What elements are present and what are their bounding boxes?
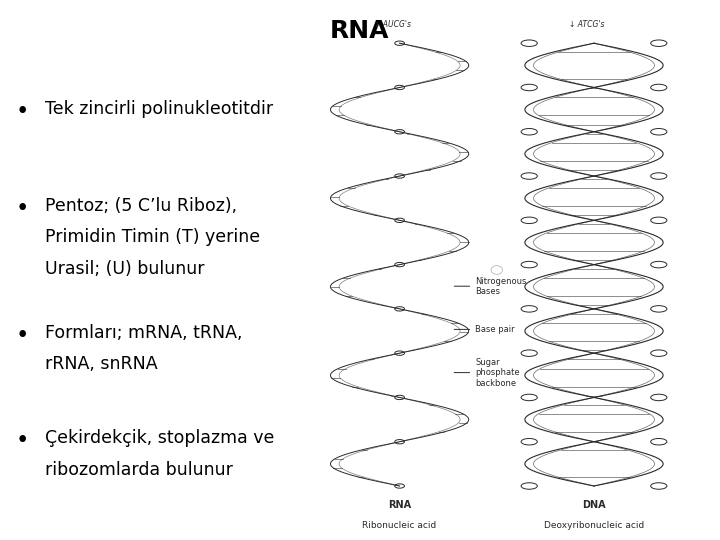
Text: Sugar
phosphate
backbone: Sugar phosphate backbone xyxy=(454,357,520,388)
Text: rRNA, snRNA: rRNA, snRNA xyxy=(45,355,157,373)
Text: DNA: DNA xyxy=(582,500,606,510)
Text: ↓ ATCG's: ↓ ATCG's xyxy=(569,20,605,29)
Text: Base pair: Base pair xyxy=(454,325,515,334)
Text: ↓ AUCG's: ↓ AUCG's xyxy=(374,20,411,29)
Text: RNA: RNA xyxy=(330,19,390,43)
Text: ribozomlarda bulunur: ribozomlarda bulunur xyxy=(45,461,233,478)
Text: •: • xyxy=(16,100,30,123)
Text: •: • xyxy=(16,197,30,220)
Text: Pentoz; (5 C’lu Riboz),: Pentoz; (5 C’lu Riboz), xyxy=(45,197,237,215)
Text: Çekirdekçik, stoplazma ve: Çekirdekçik, stoplazma ve xyxy=(45,429,274,447)
Text: •: • xyxy=(16,324,30,347)
Text: Tek zincirli polinukleotitdir: Tek zincirli polinukleotitdir xyxy=(45,100,273,118)
Text: Ribonucleic acid: Ribonucleic acid xyxy=(362,521,437,530)
Text: Nitrogenous
Bases: Nitrogenous Bases xyxy=(454,276,526,296)
Text: RNA: RNA xyxy=(388,500,411,510)
Text: •: • xyxy=(16,429,30,453)
Text: Deoxyribonucleic acid: Deoxyribonucleic acid xyxy=(544,521,644,530)
Text: Formları; mRNA, tRNA,: Formları; mRNA, tRNA, xyxy=(45,324,242,342)
Text: Primidin Timin (T) yerine: Primidin Timin (T) yerine xyxy=(45,228,260,246)
Text: Urasil; (U) bulunur: Urasil; (U) bulunur xyxy=(45,260,204,278)
